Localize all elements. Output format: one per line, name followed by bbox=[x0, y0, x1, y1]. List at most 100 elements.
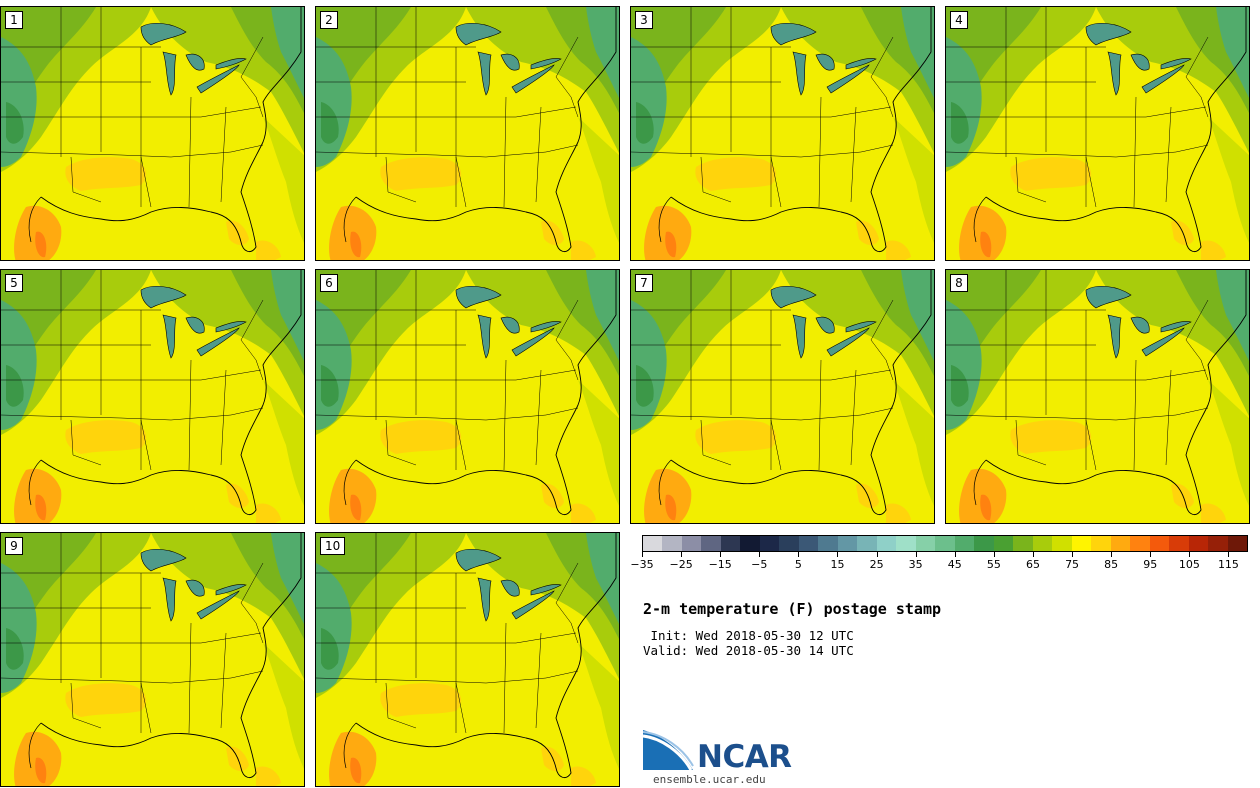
ncar-logo-icon bbox=[643, 730, 694, 771]
colorbar-tick bbox=[1072, 552, 1074, 557]
colorbar-tick-label: 25 bbox=[869, 558, 884, 571]
colorbar-swatch bbox=[779, 536, 799, 551]
member-panel: 6 bbox=[315, 269, 620, 524]
colorbar-swatch bbox=[935, 536, 955, 551]
colorbar-tick bbox=[954, 552, 956, 557]
colorbar-swatch bbox=[993, 536, 1014, 551]
colorbar-tick-label: 15 bbox=[830, 558, 845, 571]
member-label: 7 bbox=[635, 274, 653, 292]
member-label: 1 bbox=[5, 11, 23, 29]
colorbar-tick-label: 85 bbox=[1104, 558, 1119, 571]
member-label: 10 bbox=[320, 537, 346, 555]
colorbar-tick bbox=[720, 552, 722, 557]
colorbar-swatch bbox=[1208, 536, 1228, 551]
member-label: 5 bbox=[5, 274, 23, 292]
colorbar-swatch bbox=[1227, 536, 1248, 551]
colorbar-tick bbox=[642, 552, 643, 557]
colorbar-swatch bbox=[915, 536, 936, 551]
colorbar-swatch bbox=[818, 536, 838, 551]
member-panel: 2 bbox=[315, 6, 620, 261]
colorbar-tick-label: 65 bbox=[1025, 558, 1040, 571]
colorbar-swatch bbox=[857, 536, 877, 551]
colorbar-swatch bbox=[837, 536, 858, 551]
colorbar-swatch bbox=[954, 536, 975, 551]
colorbar-swatch bbox=[798, 536, 819, 551]
ncar-wordmark: NCAR bbox=[697, 739, 792, 775]
member-panel: 8 bbox=[945, 269, 1250, 524]
temperature-map bbox=[631, 7, 934, 260]
temperature-map bbox=[1, 270, 304, 523]
temperature-map bbox=[1, 7, 304, 260]
colorbar-tick-label: 45 bbox=[947, 558, 962, 571]
colorbar-tick-label: 55 bbox=[986, 558, 1001, 571]
colorbar-swatch bbox=[1091, 536, 1111, 551]
plot-title: 2-m temperature (F) postage stamp bbox=[643, 600, 942, 618]
member-panel: 1 bbox=[0, 6, 305, 261]
colorbar-tick bbox=[1150, 552, 1152, 557]
colorbar-tick bbox=[681, 552, 683, 557]
colorbar-swatch bbox=[974, 536, 994, 551]
colorbar-swatch bbox=[720, 536, 741, 551]
colorbar-tick-label: −15 bbox=[708, 558, 732, 571]
colorbar-tick bbox=[915, 552, 917, 557]
temperature-map bbox=[316, 7, 619, 260]
colorbar-swatch bbox=[701, 536, 721, 551]
colorbar-swatch bbox=[1110, 536, 1131, 551]
colorbar-tick-label: 75 bbox=[1065, 558, 1080, 571]
colorbar-tick-label: 35 bbox=[908, 558, 923, 571]
colorbar-tick bbox=[1111, 552, 1113, 557]
member-label: 3 bbox=[635, 11, 653, 29]
colorbar-tick bbox=[993, 552, 995, 557]
temperature-map bbox=[946, 7, 1249, 260]
colorbar-swatch bbox=[876, 536, 897, 551]
colorbar-tick bbox=[837, 552, 839, 557]
temperature-colorbar bbox=[642, 535, 1248, 552]
colorbar-swatch bbox=[1149, 536, 1170, 551]
temperature-map bbox=[946, 270, 1249, 523]
colorbar-swatch bbox=[759, 536, 780, 551]
colorbar-tick bbox=[1032, 552, 1034, 557]
member-panel: 5 bbox=[0, 269, 305, 524]
member-panel: 9 bbox=[0, 532, 305, 787]
colorbar-tick bbox=[876, 552, 878, 557]
colorbar-swatch bbox=[681, 536, 702, 551]
member-panel: 3 bbox=[630, 6, 935, 261]
colorbar-tick-label: −35 bbox=[630, 558, 654, 571]
temperature-map bbox=[316, 270, 619, 523]
colorbar-tick bbox=[798, 552, 800, 557]
colorbar-tick-label: 5 bbox=[794, 558, 802, 571]
member-label: 8 bbox=[950, 274, 968, 292]
colorbar-tick-label: 95 bbox=[1143, 558, 1158, 571]
colorbar-swatch bbox=[1071, 536, 1092, 551]
colorbar-swatch bbox=[740, 536, 760, 551]
colorbar-tick-label: 105 bbox=[1178, 558, 1200, 571]
member-panel: 10 bbox=[315, 532, 620, 787]
member-label: 9 bbox=[5, 537, 23, 555]
colorbar-swatch bbox=[1130, 536, 1150, 551]
colorbar-tick bbox=[759, 552, 761, 557]
site-url: ensemble.ucar.edu bbox=[653, 773, 766, 786]
colorbar-swatch bbox=[643, 536, 663, 551]
colorbar-swatch bbox=[1032, 536, 1053, 551]
colorbar-ticks: −35 −25 −15 −5 5 15 25 35 45 55 65 75 85 95 105 115 bbox=[630, 552, 1248, 578]
member-label: 4 bbox=[950, 11, 968, 29]
temperature-map bbox=[316, 533, 619, 786]
colorbar-swatch bbox=[896, 536, 916, 551]
temperature-map bbox=[1, 533, 304, 786]
member-panel: 4 bbox=[945, 6, 1250, 261]
colorbar-swatch bbox=[1188, 536, 1209, 551]
colorbar-tick-label: −25 bbox=[669, 558, 693, 571]
colorbar-swatch bbox=[662, 536, 682, 551]
colorbar-tick-label: 115 bbox=[1217, 558, 1239, 571]
colorbar-swatch bbox=[1169, 536, 1189, 551]
member-panel: 7 bbox=[630, 269, 935, 524]
init-time: Init: Wed 2018-05-30 12 UTC bbox=[643, 628, 854, 643]
valid-time: Valid: Wed 2018-05-30 14 UTC bbox=[643, 643, 854, 658]
member-label: 2 bbox=[320, 11, 338, 29]
colorbar-tick bbox=[1189, 552, 1191, 557]
temperature-map bbox=[631, 270, 934, 523]
colorbar-tick bbox=[1228, 552, 1230, 557]
colorbar-tick-label: −5 bbox=[751, 558, 768, 571]
member-label: 6 bbox=[320, 274, 338, 292]
colorbar-swatch bbox=[1052, 536, 1072, 551]
